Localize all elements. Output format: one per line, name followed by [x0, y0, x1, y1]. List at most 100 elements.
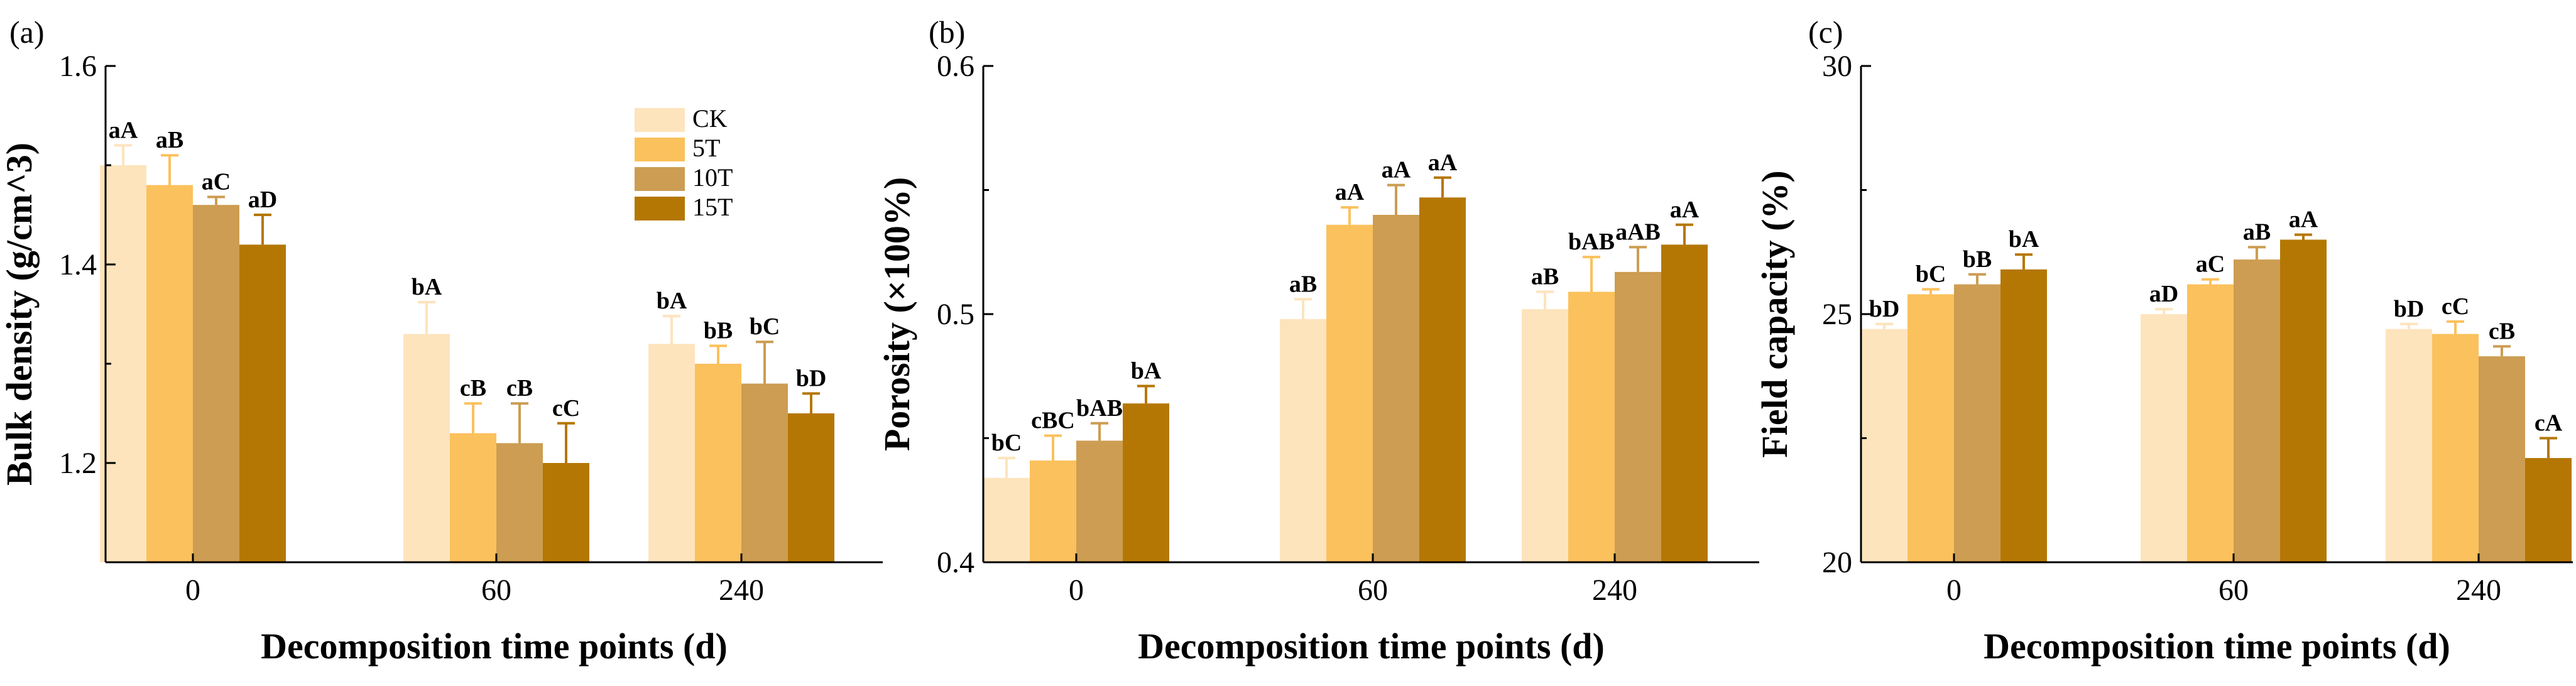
- bar-10t-240: [741, 383, 788, 562]
- bar-5t-60: [2187, 284, 2234, 562]
- x-tick-label: 0: [1069, 574, 1084, 607]
- bar-ck-60: [1280, 318, 1326, 562]
- bar-15t-0: [239, 244, 286, 562]
- significance-label: aA: [1382, 157, 1411, 183]
- significance-label: aA: [1670, 197, 1700, 223]
- significance-label: bC: [1916, 261, 1946, 288]
- y-tick-label: 25: [1822, 298, 1852, 331]
- significance-label: cA: [2535, 410, 2563, 437]
- y-axis-title: Bulk density (g/cm^3): [0, 143, 40, 486]
- bar-10t-60: [1373, 215, 1419, 562]
- significance-label: aA: [2289, 207, 2318, 233]
- x-tick-label: 60: [1358, 574, 1388, 607]
- legend-label: 10T: [692, 163, 733, 192]
- x-tick-label: 240: [1592, 574, 1637, 607]
- bar-ck-240: [1522, 309, 1568, 562]
- significance-label: bC: [991, 430, 1022, 456]
- bar-10t-60: [496, 443, 543, 562]
- bar-15t-0: [2000, 269, 2047, 562]
- x-tick-label: 60: [481, 574, 511, 607]
- bar-5t-0: [1030, 460, 1076, 562]
- significance-label: cB: [506, 375, 533, 401]
- bar-10t-240: [2479, 356, 2525, 562]
- panel-label: (c): [1808, 14, 1843, 50]
- bar-5t-0: [146, 185, 193, 563]
- significance-label: aD: [2149, 281, 2178, 307]
- significance-label: aB: [1531, 263, 1559, 290]
- bar-ck-0: [1861, 329, 1907, 562]
- x-tick-label: 60: [2219, 574, 2249, 607]
- bar-5t-60: [1326, 224, 1373, 562]
- bar-ck-240: [648, 344, 695, 562]
- x-tick-label: 240: [719, 574, 764, 607]
- bar-15t-0: [1123, 403, 1169, 562]
- significance-label: bA: [657, 288, 687, 314]
- y-tick-label: 0.6: [937, 50, 974, 83]
- significance-label: cB: [2489, 318, 2515, 344]
- x-axis-title: Decomposition time points (d): [261, 626, 728, 667]
- legend-label: 5T: [692, 134, 720, 162]
- significance-label: cB: [460, 375, 486, 401]
- legend-swatch-ck: [635, 108, 685, 132]
- y-tick-label: 20: [1822, 546, 1852, 579]
- significance-label: aA: [109, 117, 138, 143]
- significance-label: bC: [750, 313, 780, 340]
- significance-label: aA: [1428, 150, 1458, 176]
- legend-label: 15T: [692, 193, 733, 221]
- y-tick-label: 0.4: [937, 546, 974, 579]
- bar-5t-240: [2432, 334, 2479, 562]
- bar-15t-60: [2280, 239, 2327, 562]
- significance-label: aD: [248, 187, 277, 213]
- significance-label: aC: [2196, 251, 2225, 278]
- bar-ck-60: [2141, 314, 2187, 562]
- significance-label: cC: [2442, 293, 2469, 320]
- bar-15t-240: [2525, 458, 2572, 562]
- legend-swatch-5t: [635, 138, 685, 161]
- y-tick-label: 0.5: [937, 298, 974, 331]
- bar-10t-240: [1615, 271, 1661, 562]
- x-axis-title: Decomposition time points (d): [1138, 626, 1605, 667]
- significance-label: aB: [156, 127, 183, 153]
- panel-label: (a): [9, 14, 45, 50]
- bar-ck-240: [2386, 329, 2432, 562]
- bar-15t-240: [1661, 244, 1708, 562]
- bar-ck-0: [983, 477, 1030, 562]
- x-axis-title: Decomposition time points (d): [1984, 626, 2450, 667]
- bar-10t-0: [193, 205, 239, 562]
- significance-label: aC: [202, 169, 231, 195]
- significance-label: aB: [2243, 219, 2271, 245]
- y-axis-title: Porosity (×100%): [876, 177, 917, 451]
- significance-label: bAB: [1076, 395, 1123, 422]
- significance-label: bA: [2009, 226, 2039, 253]
- y-tick-label: 30: [1822, 50, 1852, 83]
- significance-label: bD: [1869, 296, 1900, 322]
- bar-10t-0: [1954, 284, 2000, 562]
- y-tick-label: 1.2: [59, 447, 97, 480]
- significance-label: cC: [552, 395, 580, 422]
- significance-label: bAB: [1568, 229, 1615, 255]
- y-tick-label: 1.4: [59, 248, 97, 281]
- significance-label: aAB: [1615, 219, 1661, 245]
- legend-swatch-15t: [635, 197, 685, 220]
- bar-10t-0: [1076, 440, 1123, 562]
- y-axis-title: Field capacity (%): [1754, 170, 1795, 457]
- significance-label: aA: [1335, 179, 1365, 205]
- bar-5t-60: [450, 433, 496, 562]
- panel-label: (b): [929, 14, 965, 50]
- significance-label: bA: [412, 274, 442, 300]
- legend-label: CK: [692, 104, 728, 133]
- significance-label: bA: [1131, 358, 1162, 384]
- bar-15t-60: [1419, 197, 1466, 563]
- significance-label: cBC: [1031, 408, 1075, 434]
- bar-5t-0: [1907, 294, 1954, 562]
- significance-label: aB: [1289, 271, 1317, 297]
- bar-10t-60: [2234, 259, 2280, 562]
- significance-label: bB: [1963, 246, 1992, 273]
- legend-swatch-10t: [635, 167, 685, 191]
- significance-label: bB: [704, 318, 733, 344]
- bar-ck-60: [403, 334, 450, 562]
- significance-label: bD: [2394, 296, 2425, 322]
- x-tick-label: 0: [1946, 574, 1962, 607]
